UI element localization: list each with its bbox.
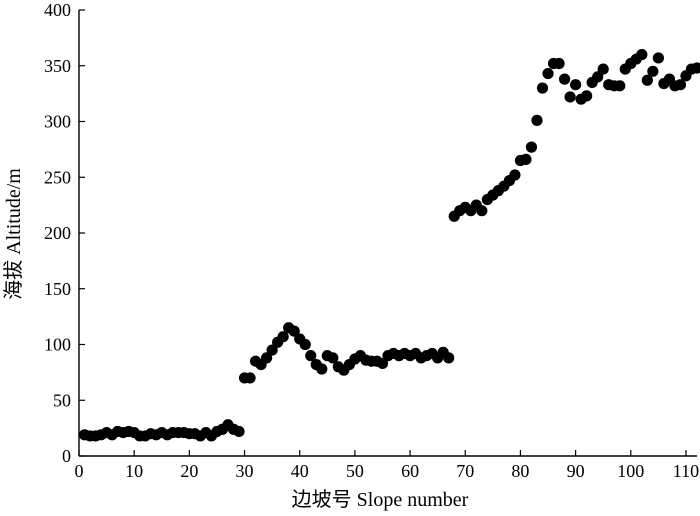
data-point: [553, 57, 565, 70]
data-point: [288, 325, 300, 337]
y-tick-label: 100: [44, 335, 71, 355]
data-point: [570, 79, 582, 91]
data-point: [652, 52, 664, 64]
x-tick-label: 40: [291, 461, 309, 481]
data-point: [636, 49, 648, 61]
data-point: [520, 153, 532, 166]
data-point: [614, 80, 626, 92]
x-tick-label: 70: [456, 461, 474, 481]
data-point: [299, 338, 311, 351]
y-tick-label: 0: [62, 446, 71, 466]
y-tick-label: 400: [44, 0, 71, 20]
x-tick-label: 50: [346, 461, 364, 481]
y-tick-label: 200: [44, 223, 71, 243]
y-tick-label: 300: [44, 112, 71, 132]
y-axis-title: 海拔 Altitude/m: [2, 168, 25, 300]
axes: [78, 10, 697, 457]
data-point: [558, 73, 571, 85]
x-tick-label: 30: [236, 461, 254, 481]
data-point: [327, 352, 339, 364]
x-tick-label: 90: [567, 461, 585, 481]
y-tick-label: 250: [44, 167, 71, 187]
data-point: [443, 352, 455, 364]
x-tick-label: 20: [180, 461, 198, 481]
data-point: [641, 74, 653, 86]
data-point: [476, 205, 488, 217]
x-ticks: 0 10 20 30 40 50 60 70 80 90 100 110: [75, 450, 699, 481]
data-point: [581, 90, 593, 102]
x-tick-label: 80: [511, 461, 529, 481]
data-point: [277, 331, 289, 343]
data-point: [316, 363, 328, 375]
data-point: [647, 65, 659, 77]
data-point: [376, 357, 389, 370]
data-point: [597, 63, 609, 75]
x-axis-title: 边坡号 Slope number: [292, 488, 469, 511]
y-tick-label: 50: [53, 390, 71, 410]
data-point: [691, 62, 700, 74]
data-point: [564, 91, 576, 103]
data-point: [531, 114, 543, 126]
data-points: [78, 49, 700, 442]
x-tick-label: 0: [75, 461, 84, 481]
data-point: [266, 344, 278, 356]
x-tick-label: 110: [673, 461, 699, 481]
x-tick-label: 100: [617, 461, 644, 481]
data-point: [592, 71, 604, 83]
data-point: [542, 67, 554, 80]
x-tick-label: 10: [125, 461, 143, 481]
y-tick-label: 350: [44, 56, 71, 76]
data-point: [525, 141, 538, 153]
y-tick-label: 150: [44, 279, 71, 299]
data-point: [536, 82, 549, 94]
data-point: [305, 350, 317, 362]
data-point: [261, 352, 273, 364]
data-point: [233, 425, 245, 438]
y-ticks: 0 50 100 150 200 250 300 350 400: [44, 0, 85, 466]
data-point: [674, 79, 687, 91]
data-point: [509, 169, 521, 181]
data-point: [244, 372, 256, 384]
x-tick-label: 60: [401, 461, 419, 481]
